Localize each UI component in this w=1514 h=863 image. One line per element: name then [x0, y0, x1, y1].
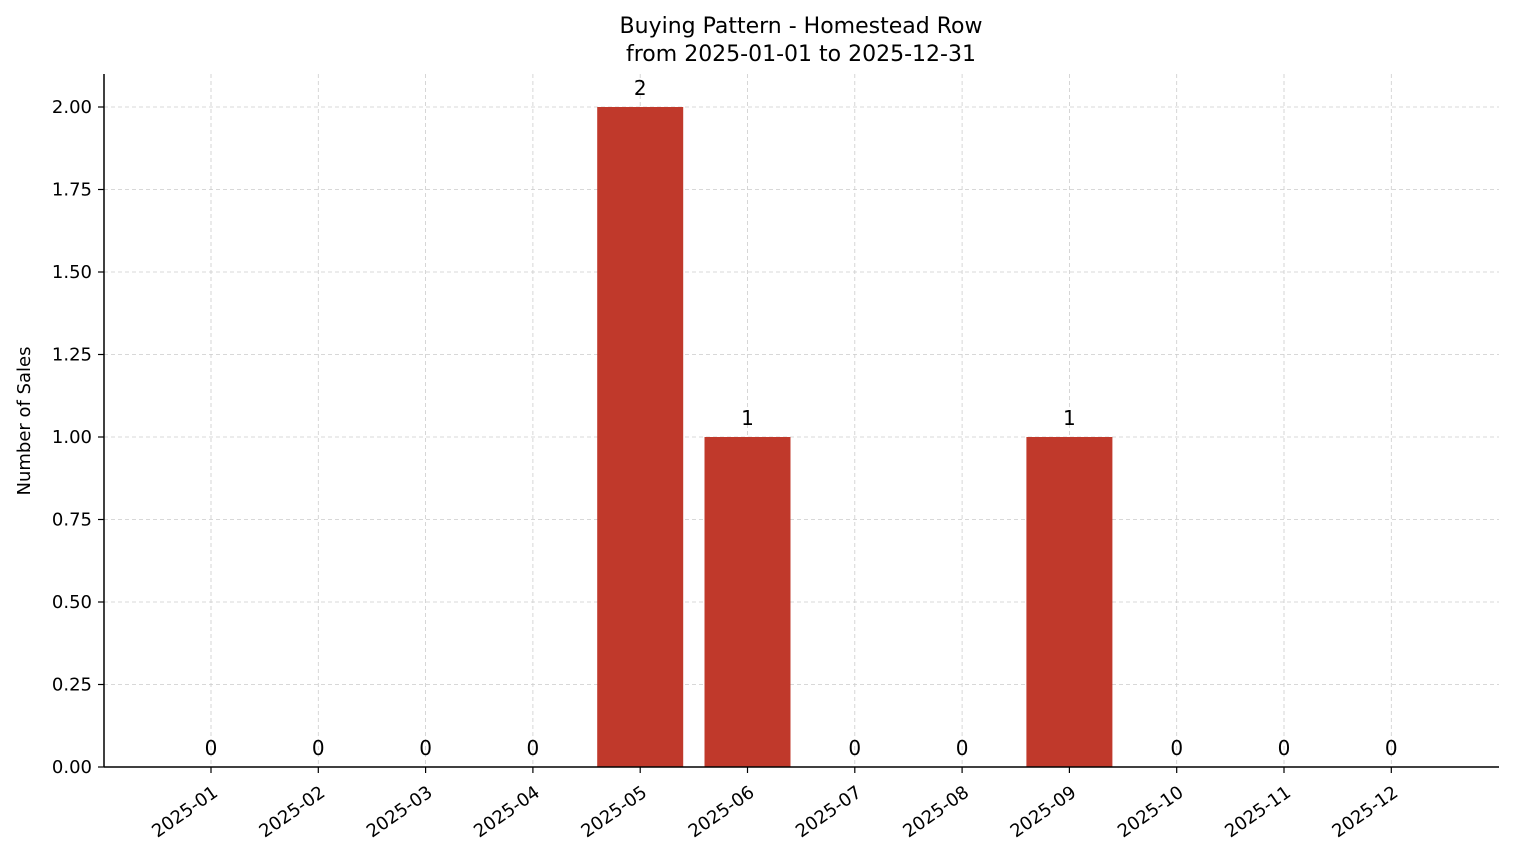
x-tick-label: 2025-07	[792, 782, 866, 842]
x-tick-label: 2025-06	[685, 782, 759, 842]
bar-value-label: 0	[1278, 736, 1291, 760]
chart-title: Buying Pattern - Homestead Row	[620, 14, 983, 39]
bar-value-label: 0	[1170, 736, 1183, 760]
y-tick-label: 0.50	[52, 592, 92, 613]
bar-value-label: 0	[205, 736, 218, 760]
x-tick-label: 2025-11	[1221, 782, 1295, 842]
bar-value-label: 1	[741, 406, 754, 430]
x-tick-label: 2025-01	[148, 782, 222, 842]
bar	[597, 107, 684, 767]
x-tick-label: 2025-10	[1114, 782, 1188, 842]
y-tick-label: 0.75	[52, 510, 92, 531]
y-tick-label: 1.25	[52, 345, 92, 366]
x-tick-label: 2025-09	[1007, 782, 1081, 842]
bar-value-label: 0	[1385, 736, 1398, 760]
bar-value-label: 1	[1063, 406, 1076, 430]
x-tick-label: 2025-08	[899, 782, 973, 842]
y-tick-label: 1.50	[52, 262, 92, 283]
grid	[104, 74, 1499, 768]
x-tick-label: 2025-12	[1329, 782, 1403, 842]
bar	[704, 437, 791, 767]
x-tick-label: 2025-03	[363, 782, 437, 842]
bar-value-label: 0	[312, 736, 325, 760]
data-labels: 0 0 0 0 2 1 0 0 1 0 0 0	[205, 76, 1398, 760]
x-tick-label: 2025-02	[256, 782, 330, 842]
bars	[597, 107, 1113, 767]
chart-subtitle: from 2025-01-01 to 2025-12-31	[626, 42, 976, 67]
bar-value-label: 0	[848, 736, 861, 760]
y-tick-label: 0.25	[52, 675, 92, 696]
y-tick-label: 1.00	[52, 427, 92, 448]
x-tick-label: 2025-04	[470, 782, 544, 842]
bar-value-label: 0	[419, 736, 432, 760]
y-tick-label: 1.75	[52, 180, 92, 201]
bar-value-label: 0	[956, 736, 969, 760]
bar-value-label: 2	[634, 76, 647, 100]
y-tick-label: 0.00	[52, 757, 92, 778]
y-tick-label: 2.00	[52, 97, 92, 118]
bar-value-label: 0	[527, 736, 540, 760]
x-tick-label: 2025-05	[577, 782, 651, 842]
bar	[1026, 437, 1113, 767]
y-axis-label: Number of Sales	[14, 346, 35, 495]
